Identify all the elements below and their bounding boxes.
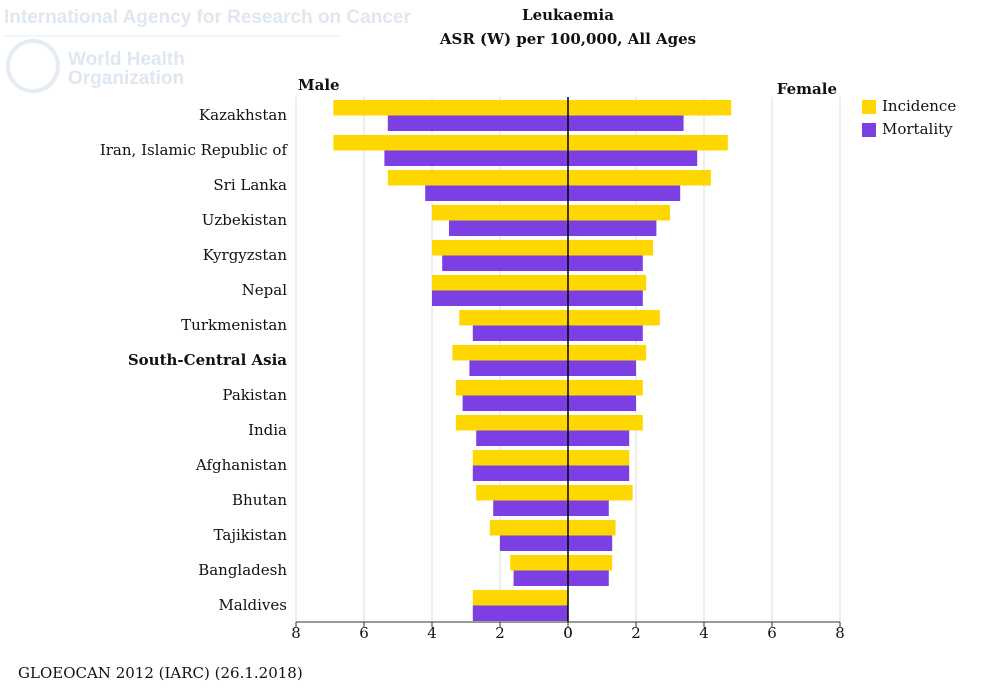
bar (568, 345, 647, 361)
footer: GLOEOCAN 2012 (IARC) (26.1.2018) (18, 664, 303, 682)
bar (513, 570, 568, 586)
female-label: Female (777, 80, 837, 98)
bar (568, 185, 681, 201)
bar (442, 255, 568, 271)
x-tick-label: 6 (359, 624, 369, 642)
bar (455, 415, 568, 431)
bar (493, 500, 568, 516)
bar (459, 310, 568, 326)
bar (432, 240, 568, 256)
bar (469, 360, 568, 376)
bar (568, 275, 647, 291)
who-emblem (6, 39, 60, 93)
agency-name: International Agency for Research on Can… (4, 7, 411, 28)
bar (455, 380, 568, 396)
category-label: Tajikistan (214, 526, 288, 544)
category-label: India (248, 421, 287, 439)
bar (568, 115, 684, 131)
bar (476, 430, 568, 446)
bar (476, 485, 568, 501)
x-tick-label: 6 (767, 624, 777, 642)
bar (568, 485, 633, 501)
bar (452, 345, 568, 361)
bar (568, 170, 711, 186)
x-tick-label: 4 (427, 624, 437, 642)
legend-swatch (862, 100, 876, 114)
bar (568, 380, 643, 396)
category-label: Sri Lanka (213, 176, 287, 194)
bar (568, 310, 660, 326)
category-label: Uzbekistan (202, 211, 288, 229)
category-label: Iran, Islamic Republic of (100, 141, 289, 159)
category-label: Kazakhstan (199, 106, 287, 124)
bar (432, 290, 568, 306)
bar (568, 205, 670, 221)
category-label: Kyrgyzstan (203, 246, 288, 264)
bar (568, 100, 732, 116)
legend-label: Mortality (882, 120, 953, 138)
x-tick-label: 8 (835, 624, 845, 642)
bar (449, 220, 568, 236)
legend-label: Incidence (882, 97, 956, 115)
bar (568, 430, 630, 446)
bar (472, 590, 568, 606)
bar (568, 220, 657, 236)
x-tick-label: 8 (291, 624, 301, 642)
x-tick-label: 2 (631, 624, 641, 642)
chart-subtitle: ASR (W) per 100,000, All Ages (439, 30, 696, 48)
bar (568, 555, 613, 571)
legend-swatch (862, 123, 876, 137)
bar (384, 150, 568, 166)
bar (472, 605, 568, 621)
bar (568, 395, 636, 411)
category-label: Afghanistan (195, 456, 287, 474)
category-label: South-Central Asia (128, 351, 287, 369)
chart-title: Leukaemia (522, 6, 614, 24)
bar (472, 450, 568, 466)
bar (432, 205, 568, 221)
bar (568, 255, 643, 271)
bar (568, 450, 630, 466)
male-label: Male (298, 76, 340, 94)
bar (462, 395, 568, 411)
bar (387, 115, 568, 131)
category-label: Maldives (218, 596, 287, 614)
bar (568, 465, 630, 481)
bar (472, 465, 568, 481)
category-label: Pakistan (222, 386, 287, 404)
bar (489, 520, 568, 536)
bar (568, 415, 643, 431)
bar (333, 100, 568, 116)
bar (387, 170, 568, 186)
bar (568, 520, 616, 536)
who-name: World Health (68, 49, 185, 70)
bar (333, 135, 568, 151)
bar (568, 570, 609, 586)
bar (568, 290, 643, 306)
category-label: Nepal (242, 281, 288, 299)
bar (568, 535, 613, 551)
x-tick-label: 0 (563, 624, 573, 642)
category-label: Bangladesh (198, 561, 287, 579)
bar (568, 135, 728, 151)
bar (510, 555, 568, 571)
bar (500, 535, 568, 551)
category-label: Bhutan (232, 491, 287, 509)
bar (568, 240, 653, 256)
who-name: Organization (68, 68, 184, 89)
bar (568, 325, 643, 341)
x-tick-label: 2 (495, 624, 505, 642)
bar (568, 500, 609, 516)
x-tick-label: 0 (563, 624, 573, 642)
bar (432, 275, 568, 291)
bar (568, 360, 636, 376)
bar (472, 325, 568, 341)
category-label: Turkmenistan (181, 316, 287, 334)
bar (425, 185, 568, 201)
x-tick-label: 4 (699, 624, 709, 642)
bar (568, 150, 698, 166)
